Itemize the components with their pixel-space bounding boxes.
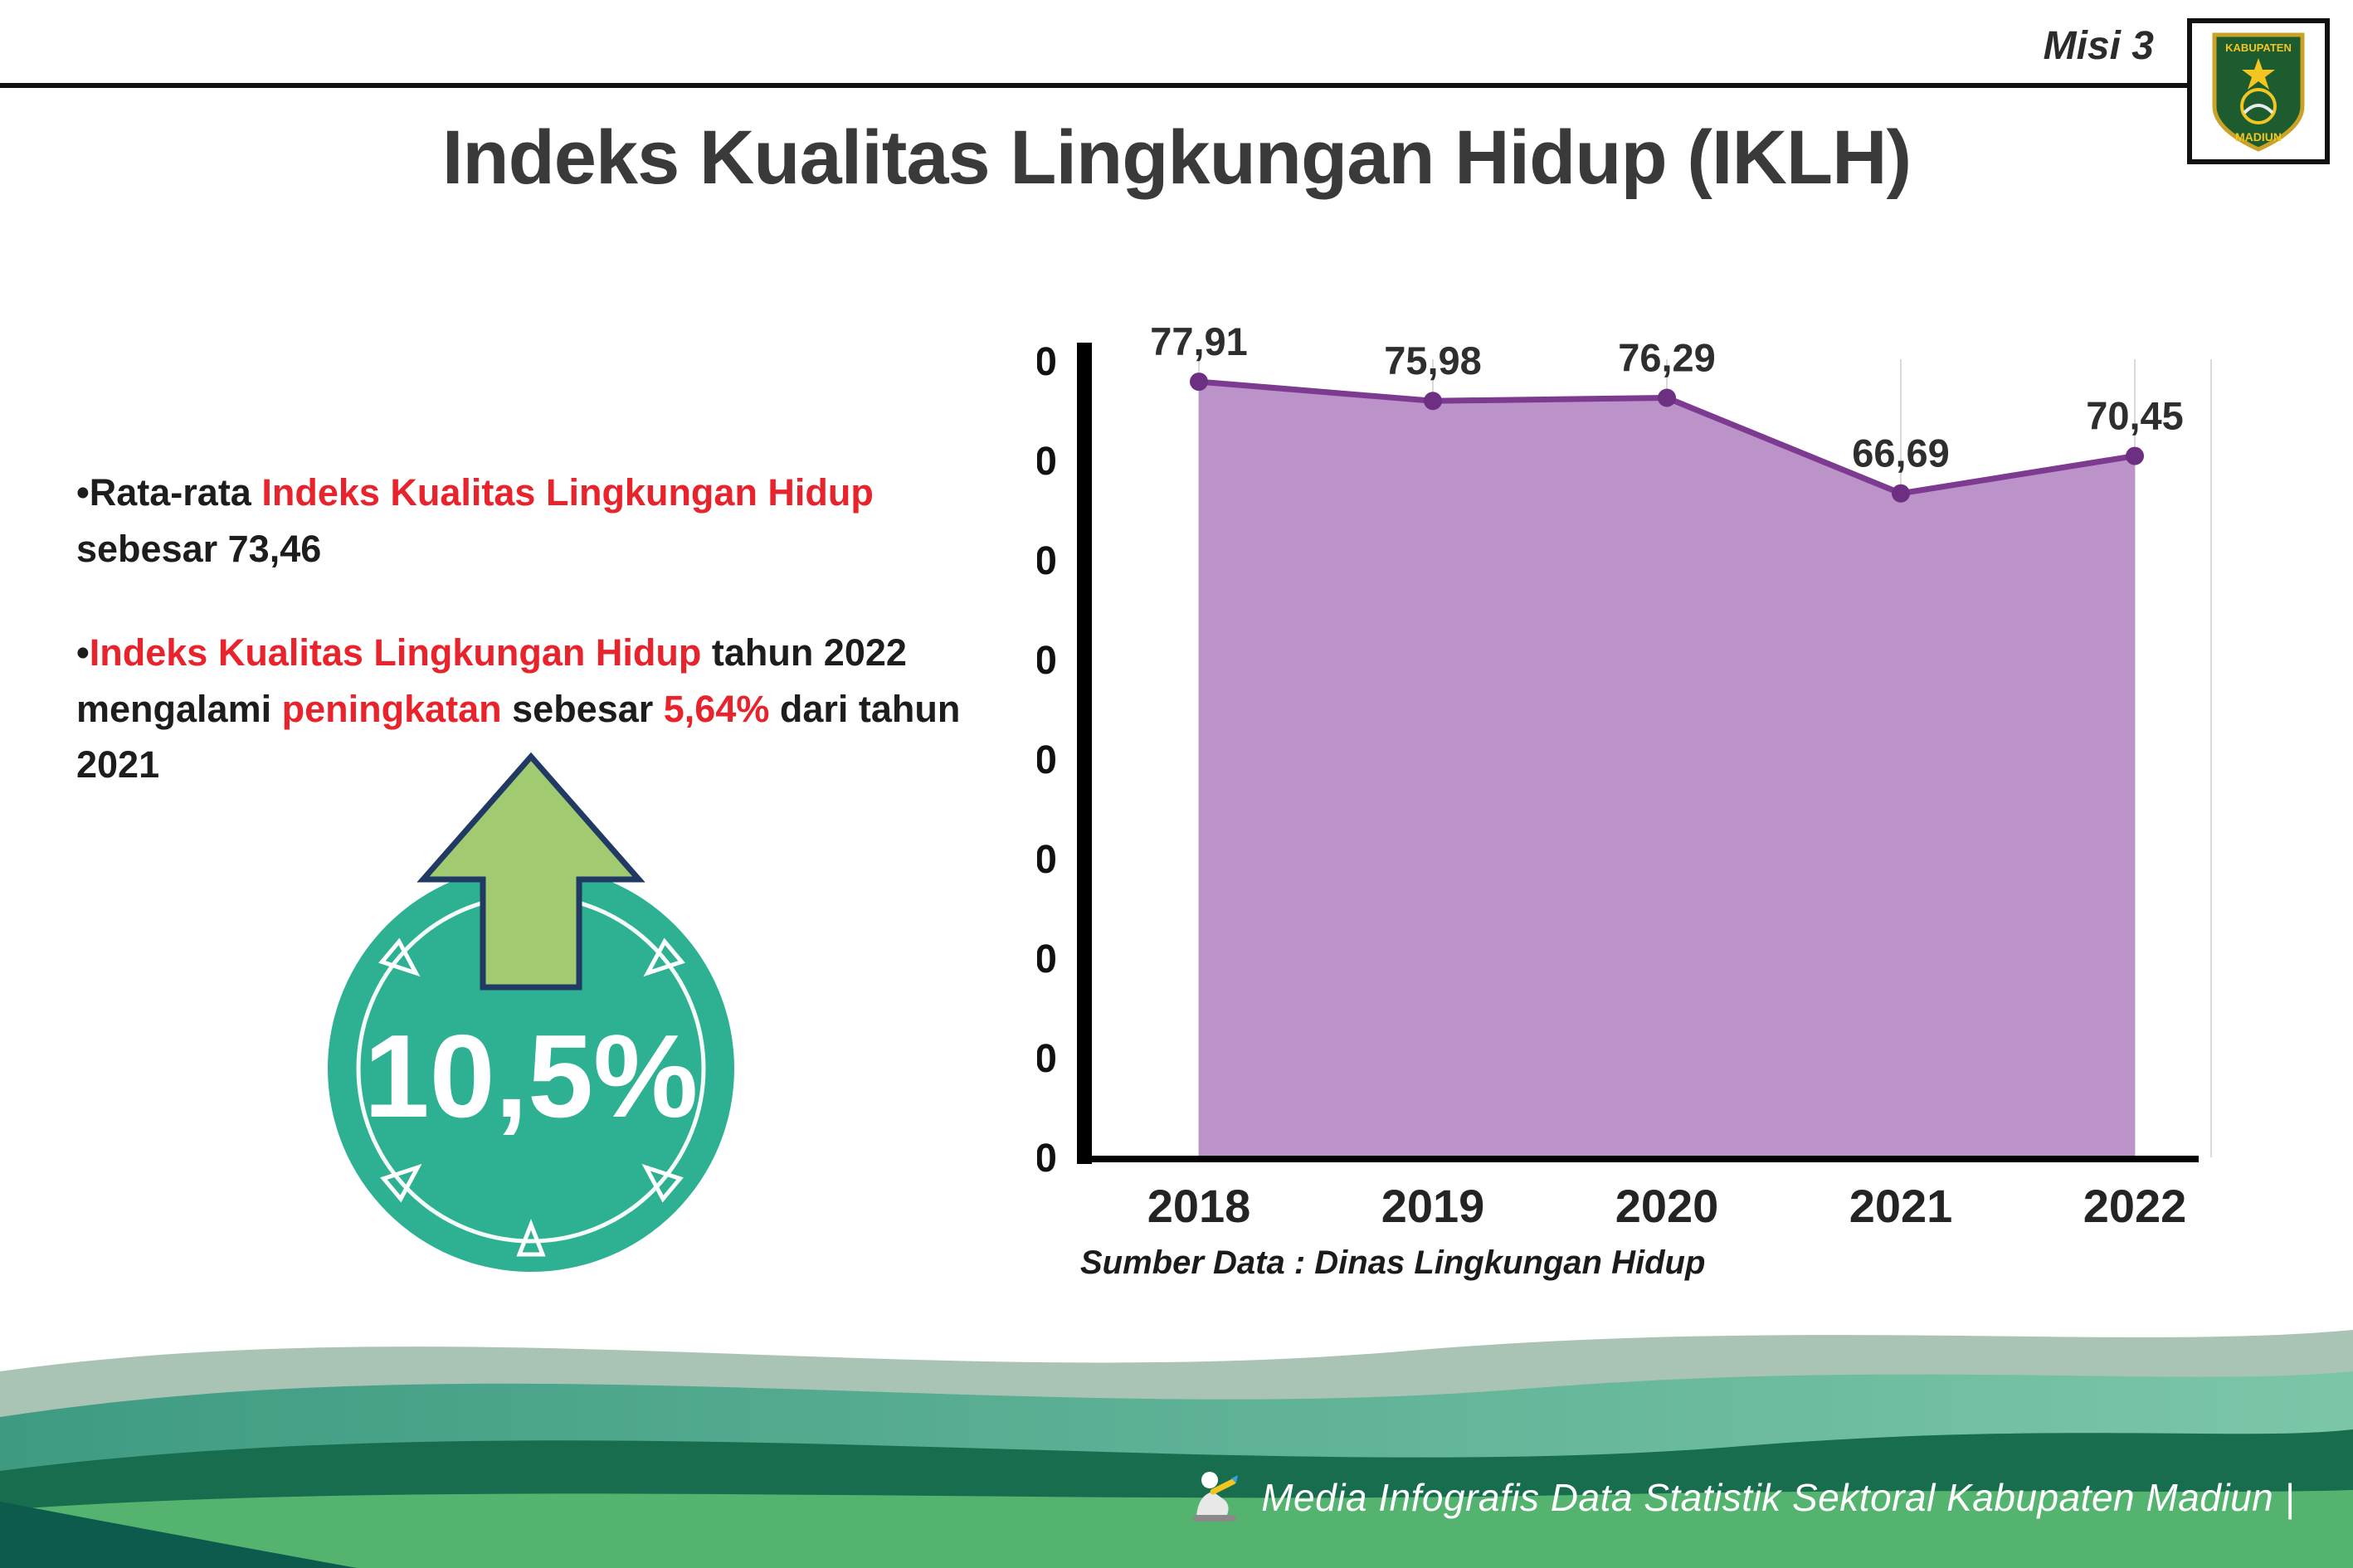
- regency-emblem-icon: KABUPATEN MADIUN: [2212, 32, 2305, 152]
- svg-text:20: 20: [1037, 937, 1057, 981]
- bullet1-text: •Rata-rata: [76, 471, 262, 514]
- writer-icon: [1193, 1472, 1239, 1522]
- svg-text:77,91: 77,91: [1150, 319, 1248, 363]
- data-source-caption: Sumber Data : Dinas Lingkungan Hidup: [1080, 1244, 1706, 1281]
- increase-badge-graphic: 10,5%: [328, 752, 734, 1272]
- bullet2-highlight2: peningkatan: [281, 687, 502, 730]
- svg-text:2021: 2021: [1849, 1180, 1953, 1232]
- bullet2-text2: sebesar: [501, 687, 664, 730]
- footer-caption: Media Infografis Data Statistik Sektoral…: [1261, 1476, 2295, 1519]
- header-divider-line: [0, 83, 2197, 88]
- bullet1-tail: sebesar 73,46: [76, 527, 322, 570]
- svg-text:50: 50: [1037, 639, 1057, 683]
- iklh-area-chart: 77,91 2018 75,98 2019 76,29 2020 66,69 2021 70,4…: [1037, 319, 2212, 1232]
- svg-text:0: 0: [1037, 1137, 1057, 1181]
- up-arrow-icon: [417, 752, 645, 991]
- svg-text:2020: 2020: [1615, 1180, 1719, 1232]
- svg-text:2019: 2019: [1381, 1180, 1485, 1232]
- footer-caption-row: Media Infografis Data Statistik Sektoral…: [1185, 1467, 2295, 1528]
- bullet1-highlight: Indeks Kualitas Lingkungan Hidup: [261, 471, 874, 514]
- svg-text:30: 30: [1037, 838, 1057, 882]
- svg-text:66,69: 66,69: [1852, 431, 1950, 475]
- bullet2-highlight1: Indeks Kualitas Lingkungan Hidup: [89, 631, 702, 674]
- svg-text:40: 40: [1037, 738, 1057, 782]
- bullet-average-iklh: •Rata-rata Indeks Kualitas Lingkungan Hi…: [76, 465, 972, 577]
- summary-bullets: •Rata-rata Indeks Kualitas Lingkungan Hi…: [76, 465, 972, 841]
- misi-label: Misi 3: [2043, 24, 2154, 68]
- bullet2-highlight3: 5,64%: [663, 687, 770, 730]
- badge-percentage-value: 10,5%: [364, 1010, 699, 1142]
- page-title: Indeks Kualitas Lingkungan Hidup (IKLH): [441, 115, 1912, 200]
- bullet2-text3: dari tahun 2021: [76, 687, 961, 786]
- svg-text:2022: 2022: [2083, 1180, 2187, 1232]
- kabupaten-madiun-logo: KABUPATEN MADIUN: [2187, 18, 2330, 164]
- svg-text:2018: 2018: [1147, 1180, 1251, 1232]
- svg-text:10: 10: [1037, 1037, 1057, 1081]
- svg-text:60: 60: [1037, 539, 1057, 583]
- svg-text:80: 80: [1037, 340, 1057, 384]
- badge-circle: [328, 865, 734, 1272]
- svg-text:76,29: 76,29: [1618, 336, 1716, 380]
- svg-text:70,45: 70,45: [2086, 394, 2184, 438]
- footer-wave-decoration: [0, 1330, 2353, 1568]
- bullet2-text1: tahun 2022 mengalami: [76, 631, 907, 730]
- logo-bottom-text: MADIUN: [2235, 130, 2282, 144]
- logo-top-text: KABUPATEN: [2225, 41, 2292, 54]
- svg-text:75,98: 75,98: [1384, 338, 1482, 382]
- bullet-increase-iklh: •Indeks Kualitas Lingkungan Hidup tahun …: [76, 625, 972, 793]
- bullet2-marker: •: [76, 631, 90, 674]
- increase-badge: 10,5%: [305, 745, 757, 1293]
- svg-text:70: 70: [1037, 440, 1057, 484]
